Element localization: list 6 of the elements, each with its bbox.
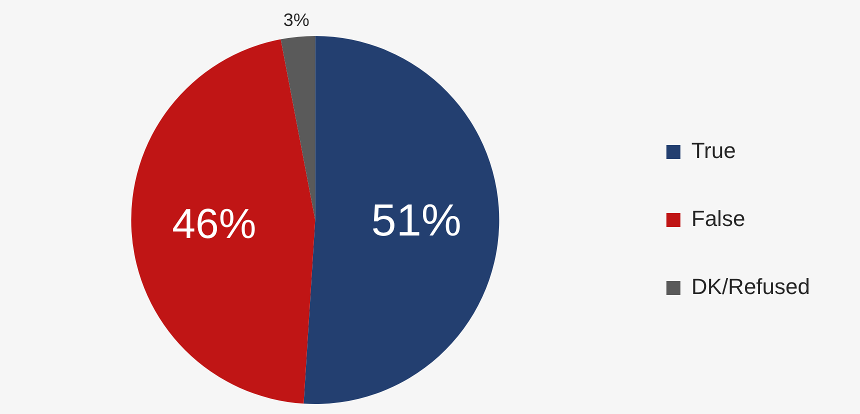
data-label: 46% (172, 200, 256, 247)
legend-label: True (691, 138, 736, 164)
data-label: 51% (371, 194, 462, 246)
data-label: 3% (283, 10, 310, 30)
legend-label: DK/Refused (691, 274, 810, 300)
legend-label: False (691, 206, 746, 232)
